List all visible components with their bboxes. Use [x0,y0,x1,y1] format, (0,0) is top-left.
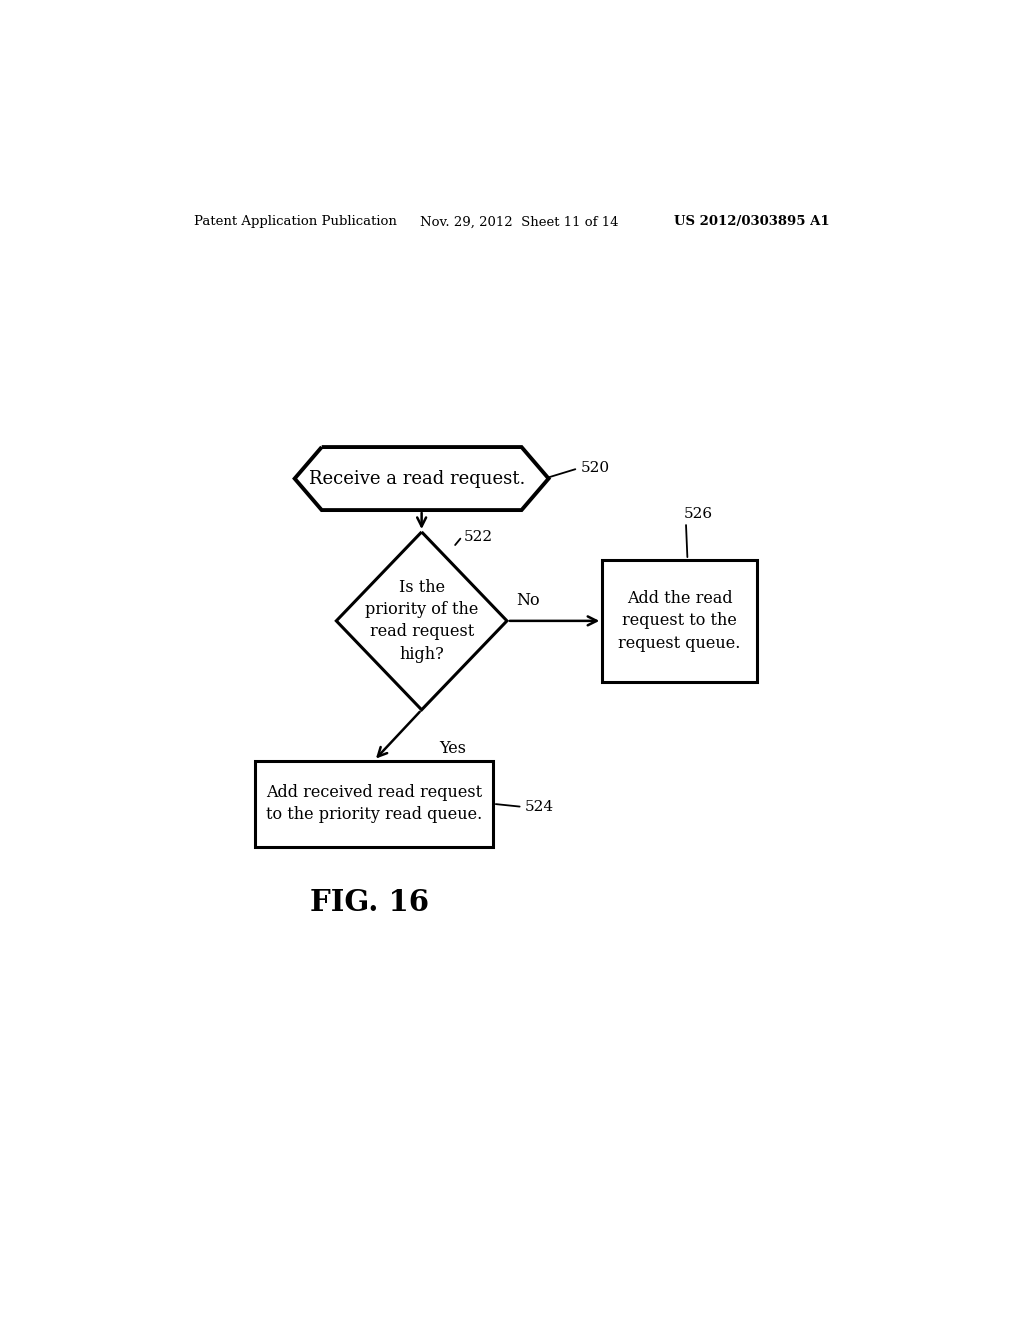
Text: FIG. 16: FIG. 16 [310,888,430,917]
Text: 526: 526 [684,507,713,521]
Text: 524: 524 [524,800,554,814]
Text: Patent Application Publication: Patent Application Publication [194,215,396,228]
Bar [255,760,493,847]
Text: 520: 520 [581,462,609,475]
Polygon shape [295,447,549,510]
Text: 522: 522 [464,529,493,544]
Bar [602,560,757,682]
Text: Nov. 29, 2012  Sheet 11 of 14: Nov. 29, 2012 Sheet 11 of 14 [420,215,618,228]
Text: No: No [516,591,540,609]
Polygon shape [336,532,507,710]
Text: Add the read
request to the
request queue.: Add the read request to the request queu… [618,590,740,652]
Text: Is the
priority of the
read request
high?: Is the priority of the read request high… [365,579,478,663]
Text: Yes: Yes [439,741,466,758]
Text: US 2012/0303895 A1: US 2012/0303895 A1 [674,215,829,228]
Text: Add received read request
to the priority read queue.: Add received read request to the priorit… [266,784,482,824]
Text: Receive a read request.: Receive a read request. [309,470,526,487]
